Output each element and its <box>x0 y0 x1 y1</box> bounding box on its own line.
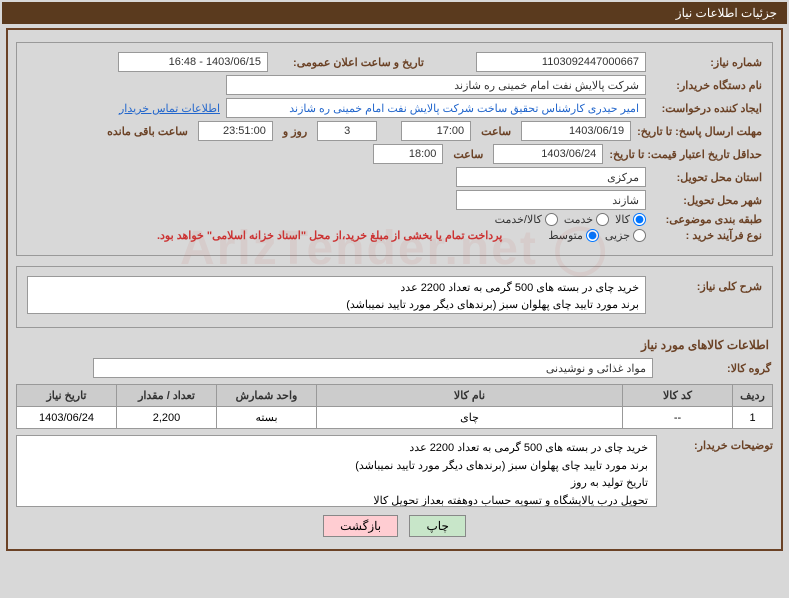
process-label: نوع فرآیند خرید : <box>652 229 762 242</box>
buyer-desc-l3: تاریخ تولید به روز <box>25 475 648 493</box>
proc-partial-radio[interactable] <box>633 229 646 242</box>
goods-group-label: گروه کالا: <box>661 362 771 375</box>
goods-group-field: مواد غذائی و نوشیدنی <box>93 358 653 378</box>
button-bar: چاپ بازگشت <box>16 515 773 537</box>
delivery-city-label: شهر محل تحویل: <box>652 194 762 207</box>
info-section: شماره نیاز: 1103092447000667 تاریخ و ساع… <box>16 42 773 256</box>
table-row: 1 -- چای بسته 2,200 1403/06/24 <box>17 407 773 429</box>
need-desc-section: شرح کلی نیاز: خرید چای در بسته های 500 گ… <box>16 266 773 328</box>
reply-deadline-date: 1403/06/19 <box>521 121 631 141</box>
need-desc-label: شرح کلی نیاز: <box>652 276 762 293</box>
delivery-city-field: شازند <box>456 190 646 210</box>
proc-medium-radio[interactable] <box>586 229 599 242</box>
days-remaining: 3 <box>317 121 377 141</box>
td-date: 1403/06/24 <box>17 407 117 429</box>
main-panel: شماره نیاز: 1103092447000667 تاریخ و ساع… <box>6 28 783 551</box>
min-validity-date: 1403/06/24 <box>493 144 603 164</box>
need-no-label: شماره نیاز: <box>652 56 762 69</box>
td-code: -- <box>623 407 733 429</box>
th-code: کد کالا <box>623 385 733 407</box>
cat-service-text: خدمت <box>564 213 593 226</box>
requester-label: ایجاد کننده درخواست: <box>652 102 762 115</box>
goods-section-title: اطلاعات کالاهای مورد نیاز <box>20 338 769 352</box>
announce-field: 1403/06/15 - 16:48 <box>118 52 268 72</box>
reply-deadline-label: مهلت ارسال پاسخ: تا تاریخ: <box>637 125 762 138</box>
goods-table: ردیف کد کالا نام کالا واحد شمارش تعداد /… <box>16 384 773 429</box>
need-desc-field[interactable]: خرید چای در بسته های 500 گرمی به تعداد 2… <box>27 276 646 314</box>
time-label-1: ساعت <box>481 125 511 138</box>
buyer-desc-l4: تحویل درب پالایشگاه و تسویه حساب دوهفته … <box>25 493 648 507</box>
cat-goods-text: کالا <box>615 213 630 226</box>
min-validity-label: حداقل تاریخ اعتبار قیمت: تا تاریخ: <box>609 148 762 161</box>
buyer-org-field: شرکت پالایش نفت امام خمینی ره شازند <box>226 75 646 95</box>
days-and-label: روز و <box>283 125 307 138</box>
print-button[interactable]: چاپ <box>409 515 465 537</box>
th-date: تاریخ نیاز <box>17 385 117 407</box>
category-label: طبقه بندی موضوعی: <box>652 213 762 226</box>
cat-goods-service-text: کالا/خدمت <box>495 213 542 226</box>
reply-deadline-time: 17:00 <box>401 121 471 141</box>
buyer-desc-label: توضیحات خریدار: <box>663 435 773 452</box>
cat-goods-service-radio[interactable] <box>545 213 558 226</box>
payment-note: پرداخت تمام یا بخشی از مبلغ خرید،از محل … <box>157 229 502 242</box>
need-no-field: 1103092447000667 <box>476 52 646 72</box>
th-unit: واحد شمارش <box>217 385 317 407</box>
buyer-desc-field[interactable]: خرید چای در بسته های 500 گرمی به تعداد 2… <box>16 435 657 507</box>
th-qty: تعداد / مقدار <box>117 385 217 407</box>
back-button[interactable]: بازگشت <box>323 515 398 537</box>
process-radios: جزیی متوسط <box>548 229 646 242</box>
buyer-desc-l1: خرید چای در بسته های 500 گرمی به تعداد 2… <box>25 440 648 458</box>
time-remaining: 23:51:00 <box>198 121 273 141</box>
proc-medium-text: متوسط <box>548 229 583 242</box>
category-radios: کالا خدمت کالا/خدمت <box>495 213 646 226</box>
need-desc-line1: خرید چای در بسته های 500 گرمی به تعداد 2… <box>34 280 639 297</box>
time-label-2: ساعت <box>453 148 483 161</box>
proc-partial-text: جزیی <box>605 229 630 242</box>
buyer-desc-l2: برند مورد تایید چای پهلوان سبز (برندهای … <box>25 458 648 476</box>
remain-suffix: ساعت باقی مانده <box>107 125 188 138</box>
th-name: نام کالا <box>317 385 623 407</box>
td-unit: بسته <box>217 407 317 429</box>
buyer-contact-link[interactable]: اطلاعات تماس خریدار <box>119 102 220 115</box>
min-validity-time: 18:00 <box>373 144 443 164</box>
cat-service-radio[interactable] <box>596 213 609 226</box>
requester-field: امیر حیدری کارشناس تحقیق ساخت شرکت پالای… <box>226 98 646 118</box>
td-qty: 2,200 <box>117 407 217 429</box>
buyer-org-label: نام دستگاه خریدار: <box>652 79 762 92</box>
td-row: 1 <box>733 407 773 429</box>
need-desc-line2: برند مورد تایید چای پهلوان سبز (برندهای … <box>34 297 639 314</box>
delivery-prov-field: مرکزی <box>456 167 646 187</box>
delivery-prov-label: استان محل تحویل: <box>652 171 762 184</box>
panel-title: جزئیات اطلاعات نیاز <box>2 2 787 24</box>
td-name: چای <box>317 407 623 429</box>
cat-goods-radio[interactable] <box>633 213 646 226</box>
announce-label: تاریخ و ساعت اعلان عمومی: <box>274 56 424 69</box>
th-row: ردیف <box>733 385 773 407</box>
